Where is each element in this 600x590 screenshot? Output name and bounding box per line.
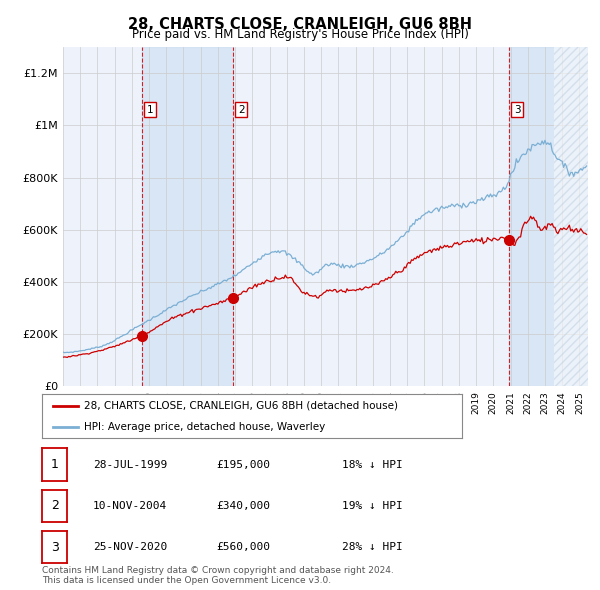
Text: 3: 3 <box>50 540 59 554</box>
Text: £560,000: £560,000 <box>216 542 270 552</box>
Text: 28, CHARTS CLOSE, CRANLEIGH, GU6 8BH (detached house): 28, CHARTS CLOSE, CRANLEIGH, GU6 8BH (de… <box>84 401 398 411</box>
Text: 1: 1 <box>50 458 59 471</box>
Text: Price paid vs. HM Land Registry's House Price Index (HPI): Price paid vs. HM Land Registry's House … <box>131 28 469 41</box>
Text: 2: 2 <box>238 105 245 115</box>
Text: 25-NOV-2020: 25-NOV-2020 <box>93 542 167 552</box>
Text: 2: 2 <box>50 499 59 513</box>
Bar <box>509 47 588 386</box>
Text: 28-JUL-1999: 28-JUL-1999 <box>93 460 167 470</box>
Text: 28% ↓ HPI: 28% ↓ HPI <box>342 542 403 552</box>
Text: 18% ↓ HPI: 18% ↓ HPI <box>342 460 403 470</box>
Text: HPI: Average price, detached house, Waverley: HPI: Average price, detached house, Wave… <box>84 422 325 432</box>
Text: 3: 3 <box>514 105 521 115</box>
Text: 10-NOV-2004: 10-NOV-2004 <box>93 501 167 511</box>
Text: Contains HM Land Registry data © Crown copyright and database right 2024.
This d: Contains HM Land Registry data © Crown c… <box>42 566 394 585</box>
Bar <box>142 47 233 386</box>
Text: £340,000: £340,000 <box>216 501 270 511</box>
Text: £195,000: £195,000 <box>216 460 270 470</box>
Text: 19% ↓ HPI: 19% ↓ HPI <box>342 501 403 511</box>
Text: 1: 1 <box>147 105 154 115</box>
Bar <box>554 47 588 386</box>
Text: 28, CHARTS CLOSE, CRANLEIGH, GU6 8BH: 28, CHARTS CLOSE, CRANLEIGH, GU6 8BH <box>128 17 472 31</box>
